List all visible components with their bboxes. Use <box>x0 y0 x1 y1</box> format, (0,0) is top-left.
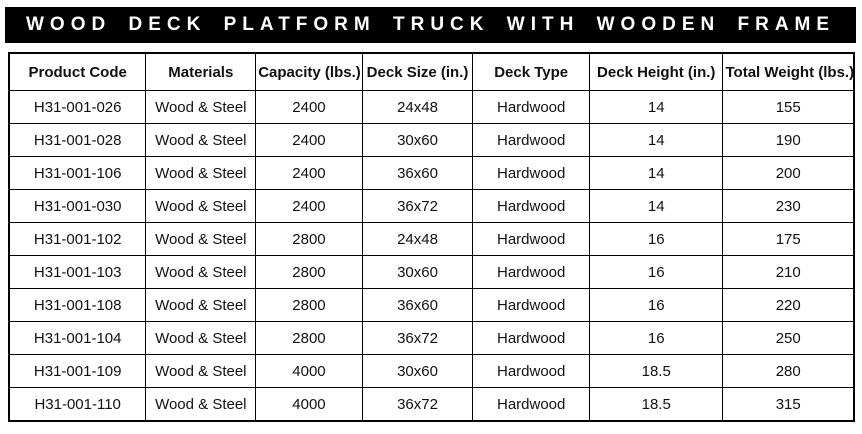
page-title: WOOD DECK PLATFORM TRUCK WITH WOODEN FRA… <box>26 14 836 35</box>
table-cell: 2800 <box>255 255 363 289</box>
title-banner: WOOD DECK PLATFORM TRUCK WITH WOODEN FRA… <box>5 7 856 43</box>
table-body: H31-001-026 Wood & Steel 2400 24x48 Hardwood… <box>8 90 855 422</box>
table-cell: Wood & Steel <box>145 156 257 190</box>
table-cell: 36x72 <box>361 189 474 223</box>
column-header-product-code: Product Code <box>8 52 147 91</box>
table-cell: 18.5 <box>588 354 724 388</box>
table-row: H31-001-102 Wood & Steel 2800 24x48 Hardwood… <box>8 222 855 256</box>
table-row: H31-001-103 Wood & Steel 2800 30x60 Hardwood… <box>8 255 855 289</box>
table-cell: Wood & Steel <box>145 222 257 256</box>
table-cell: 190 <box>722 123 855 157</box>
table-cell: 14 <box>588 123 724 157</box>
table-cell: H31-001-103 <box>8 255 147 289</box>
table-row: H31-001-028 Wood & Steel 2400 30x60 Hardwood… <box>8 123 855 157</box>
table-cell: Hardwood <box>472 387 590 422</box>
table-cell: 36x60 <box>361 156 474 190</box>
table-cell: Wood & Steel <box>145 288 257 322</box>
table-cell: 2400 <box>255 123 363 157</box>
table-cell: Wood & Steel <box>145 189 257 223</box>
column-header-deck-height: Deck Height (in.) <box>588 52 724 91</box>
column-header-deck-type: Deck Type <box>472 52 590 91</box>
column-header-total-weight: Total Weight (lbs.) <box>722 52 855 91</box>
table-cell: 16 <box>588 288 724 322</box>
table-cell: H31-001-110 <box>8 387 147 422</box>
table-row: H31-001-026 Wood & Steel 2400 24x48 Hardwood… <box>8 90 855 124</box>
table-cell: 18.5 <box>588 387 724 422</box>
table-cell: H31-001-104 <box>8 321 147 355</box>
table-cell: 24x48 <box>361 222 474 256</box>
table-cell: H31-001-108 <box>8 288 147 322</box>
table-cell: Hardwood <box>472 123 590 157</box>
table-cell: 2400 <box>255 90 363 124</box>
table-cell: 210 <box>722 255 855 289</box>
table-cell: Wood & Steel <box>145 354 257 388</box>
table-cell: 30x60 <box>361 255 474 289</box>
table-cell: Hardwood <box>472 156 590 190</box>
table-cell: 220 <box>722 288 855 322</box>
table-cell: 36x72 <box>361 321 474 355</box>
table-cell: Wood & Steel <box>145 255 257 289</box>
table-cell: 230 <box>722 189 855 223</box>
table-cell: 2800 <box>255 288 363 322</box>
table-cell: H31-001-109 <box>8 354 147 388</box>
table-cell: 30x60 <box>361 123 474 157</box>
table-header: Product Code Materials Capacity (lbs.) D… <box>8 52 855 91</box>
table-cell: 155 <box>722 90 855 124</box>
table-cell: H31-001-028 <box>8 123 147 157</box>
table-cell: 16 <box>588 255 724 289</box>
table-cell: 2800 <box>255 222 363 256</box>
table-cell: 14 <box>588 90 724 124</box>
table-cell: Hardwood <box>472 189 590 223</box>
table-row: H31-001-030 Wood & Steel 2400 36x72 Hardwood… <box>8 189 855 223</box>
table-cell: 36x72 <box>361 387 474 422</box>
table-cell: Wood & Steel <box>145 90 257 124</box>
table-cell: 14 <box>588 189 724 223</box>
table-cell: 14 <box>588 156 724 190</box>
table-cell: 200 <box>722 156 855 190</box>
table-cell: 2400 <box>255 189 363 223</box>
table-cell: Hardwood <box>472 354 590 388</box>
table-cell: Hardwood <box>472 90 590 124</box>
table-cell: 175 <box>722 222 855 256</box>
table-row: H31-001-109 Wood & Steel 4000 30x60 Hardwood… <box>8 354 855 388</box>
header-row: Product Code Materials Capacity (lbs.) D… <box>8 52 855 91</box>
table-cell: 2400 <box>255 156 363 190</box>
table-cell: Wood & Steel <box>145 123 257 157</box>
table-cell: 250 <box>722 321 855 355</box>
table-cell: H31-001-102 <box>8 222 147 256</box>
table-cell: H31-001-106 <box>8 156 147 190</box>
table-row: H31-001-104 Wood & Steel 2800 36x72 Hardwood… <box>8 321 855 355</box>
table-cell: H31-001-026 <box>8 90 147 124</box>
table-cell: 4000 <box>255 354 363 388</box>
table-cell: Wood & Steel <box>145 387 257 422</box>
table-cell: H31-001-030 <box>8 189 147 223</box>
table-cell: 30x60 <box>361 354 474 388</box>
column-header-deck-size: Deck Size (in.) <box>361 52 474 91</box>
table-cell: Hardwood <box>472 288 590 322</box>
table-cell: Hardwood <box>472 222 590 256</box>
column-header-materials: Materials <box>145 52 257 91</box>
table-cell: Hardwood <box>472 255 590 289</box>
table-cell: 16 <box>588 222 724 256</box>
table-cell: 24x48 <box>361 90 474 124</box>
table-cell: Wood & Steel <box>145 321 257 355</box>
column-header-capacity: Capacity (lbs.) <box>255 52 363 91</box>
table-cell: 315 <box>722 387 855 422</box>
table-cell: 2800 <box>255 321 363 355</box>
table-row: H31-001-108 Wood & Steel 2800 36x60 Hardwood… <box>8 288 855 322</box>
table-cell: Hardwood <box>472 321 590 355</box>
table-cell: 280 <box>722 354 855 388</box>
table-cell: 4000 <box>255 387 363 422</box>
product-spec-table: Product Code Materials Capacity (lbs.) D… <box>8 52 855 422</box>
table-row: H31-001-110 Wood & Steel 4000 36x72 Hardwood… <box>8 387 855 422</box>
table-row: H31-001-106 Wood & Steel 2400 36x60 Hardwood… <box>8 156 855 190</box>
table-cell: 36x60 <box>361 288 474 322</box>
table-cell: 16 <box>588 321 724 355</box>
